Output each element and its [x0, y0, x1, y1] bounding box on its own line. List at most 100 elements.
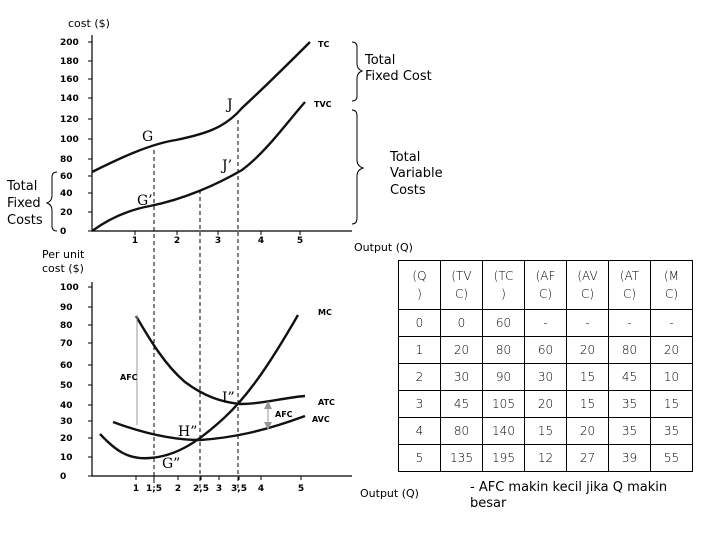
top-y-tick-label: 20 — [60, 208, 73, 218]
table-cell: 4 — [398, 417, 441, 445]
table-cell: - — [524, 309, 567, 337]
table-cell: 15 — [650, 390, 693, 418]
table-cell: 60 — [524, 336, 567, 364]
bottom-x-tick-label: 4 — [258, 484, 264, 494]
bottom-y-tick-label: 90 — [60, 303, 73, 313]
table-cell: 35 — [608, 417, 651, 445]
bottom-y-axis-label-line1: Per unit — [42, 248, 85, 261]
bottom-x-tick-label: 2,5 — [193, 484, 209, 494]
table-header-cell: (TC) — [482, 260, 525, 310]
top-y-tick-label: 100 — [60, 135, 79, 145]
brace-tfc-left-label-line3: Costs — [7, 213, 43, 228]
table-cell: 39 — [608, 444, 651, 472]
brace-tvc-label-line3: Costs — [390, 183, 426, 198]
top-x-tick-label: 2 — [174, 236, 180, 246]
table-cell: - — [566, 309, 609, 337]
atc-label: ATC — [318, 398, 335, 407]
table-cell: 35 — [650, 417, 693, 445]
bottom-y-tick-label: 10 — [60, 453, 73, 463]
bottom-y-axis-label-line2: cost ($) — [42, 262, 84, 275]
bottom-y-tick-label: 0 — [60, 472, 66, 482]
top-y-tick-label: 40 — [60, 189, 73, 199]
top-y-tick-label: 200 — [60, 38, 79, 48]
top-x-ticks: 1 2 3 4 5 — [132, 231, 303, 246]
atc-curve — [134, 315, 306, 406]
table-cell: 80 — [608, 336, 651, 364]
avc-curve — [112, 414, 306, 442]
brace-tfc-left-label-line2: Fixed — [7, 196, 41, 211]
bottom-y-tick-label: 50 — [60, 381, 73, 391]
bottom-y-tick-label: 70 — [60, 339, 73, 349]
brace-tfc-left-label-line1: Total — [6, 179, 37, 194]
table-row: 1 20 80 60 20 80 20 — [398, 336, 693, 364]
bottom-y-tick-label: 20 — [60, 434, 73, 444]
bottom-y-tick-label: 100 — [60, 283, 79, 293]
bottom-x-tick-label: 1 — [133, 484, 139, 494]
table-cell: 0 — [440, 309, 483, 337]
table-cell: 195 — [482, 444, 525, 472]
table-cell: 15 — [566, 390, 609, 418]
brace-tfc-left — [45, 171, 58, 232]
bottom-y-tick-label: 30 — [60, 417, 73, 427]
top-y-tick-label: 80 — [60, 155, 73, 165]
top-x-tick-label: 5 — [297, 236, 303, 246]
table-cell: 3 — [398, 390, 441, 418]
bottom-y-tick-label: 40 — [60, 401, 73, 411]
mc-curve — [99, 314, 300, 460]
brace-tvc — [351, 109, 365, 225]
table-cell: 45 — [608, 363, 651, 391]
top-x-tick-label: 1 — [132, 236, 138, 246]
tvc-curve — [91, 101, 306, 232]
table-cell: 2 — [398, 363, 441, 391]
cost-table: (Q) (TV C) (TC) (AF C) (AV C) (AT C) (M C) 0 0 60- - - -1… — [398, 260, 693, 472]
brace-tvc-label-line1: Total — [389, 150, 420, 165]
table-cell: 20 — [650, 336, 693, 364]
bottom-y-tick-label: 80 — [60, 321, 73, 331]
tc-label: TC — [318, 40, 329, 49]
top-y-tick-label: 140 — [60, 94, 79, 104]
point-j: J — [225, 97, 233, 113]
table-cell: 27 — [566, 444, 609, 472]
point-h-double-prime: H” — [178, 424, 197, 440]
table-cell: 12 — [524, 444, 567, 472]
avc-label: AVC — [312, 415, 330, 424]
table-cell: 55 — [650, 444, 693, 472]
table-cell: 15 — [524, 417, 567, 445]
afc-arrow-up — [264, 401, 272, 409]
top-y-tick-label: 60 — [60, 172, 73, 182]
mc-label: MC — [318, 308, 332, 317]
table-cell: 105 — [482, 390, 525, 418]
top-x-axis-label: Output (Q) — [354, 241, 413, 254]
table-cell: 135 — [440, 444, 483, 472]
table-cell: 35 — [608, 390, 651, 418]
table-cell: 0 — [398, 309, 441, 337]
table-cell: 80 — [482, 336, 525, 364]
point-g: G — [142, 129, 153, 145]
table-row: 5 135 195 12 27 39 55 — [398, 444, 693, 472]
point-g-prime: G’ — [137, 193, 153, 209]
table-row: 3 45 105 20 15 35 15 — [398, 390, 693, 418]
table-header-cell: (Q) — [398, 260, 441, 310]
afc-note: - AFC makin kecil jika Q makin besar — [470, 480, 668, 511]
table-cell: 20 — [524, 390, 567, 418]
table-cell: - — [650, 309, 693, 337]
table-header-cell: (AF C) — [524, 260, 567, 310]
point-g-double-prime: G” — [162, 456, 180, 472]
top-y-tick-label: 160 — [60, 75, 79, 85]
bottom-x-tick-label: 3,5 — [231, 484, 247, 494]
point-j-prime: J’ — [220, 158, 232, 174]
table-cell: 140 — [482, 417, 525, 445]
top-y-axis-label: cost ($) — [68, 17, 110, 30]
brace-tfc-right-label-line2: Fixed Cost — [365, 69, 432, 84]
table-cell: 60 — [482, 309, 525, 337]
afc-label-left: AFC — [120, 373, 138, 382]
table-row: 0 0 60- - - - — [398, 309, 693, 337]
table-header-cell: (AV C) — [566, 260, 609, 310]
table-cell: 15 — [566, 363, 609, 391]
table-cell: 20 — [566, 336, 609, 364]
top-x-tick-label: 4 — [258, 236, 264, 246]
bottom-x-tick-label: 3 — [216, 484, 222, 494]
